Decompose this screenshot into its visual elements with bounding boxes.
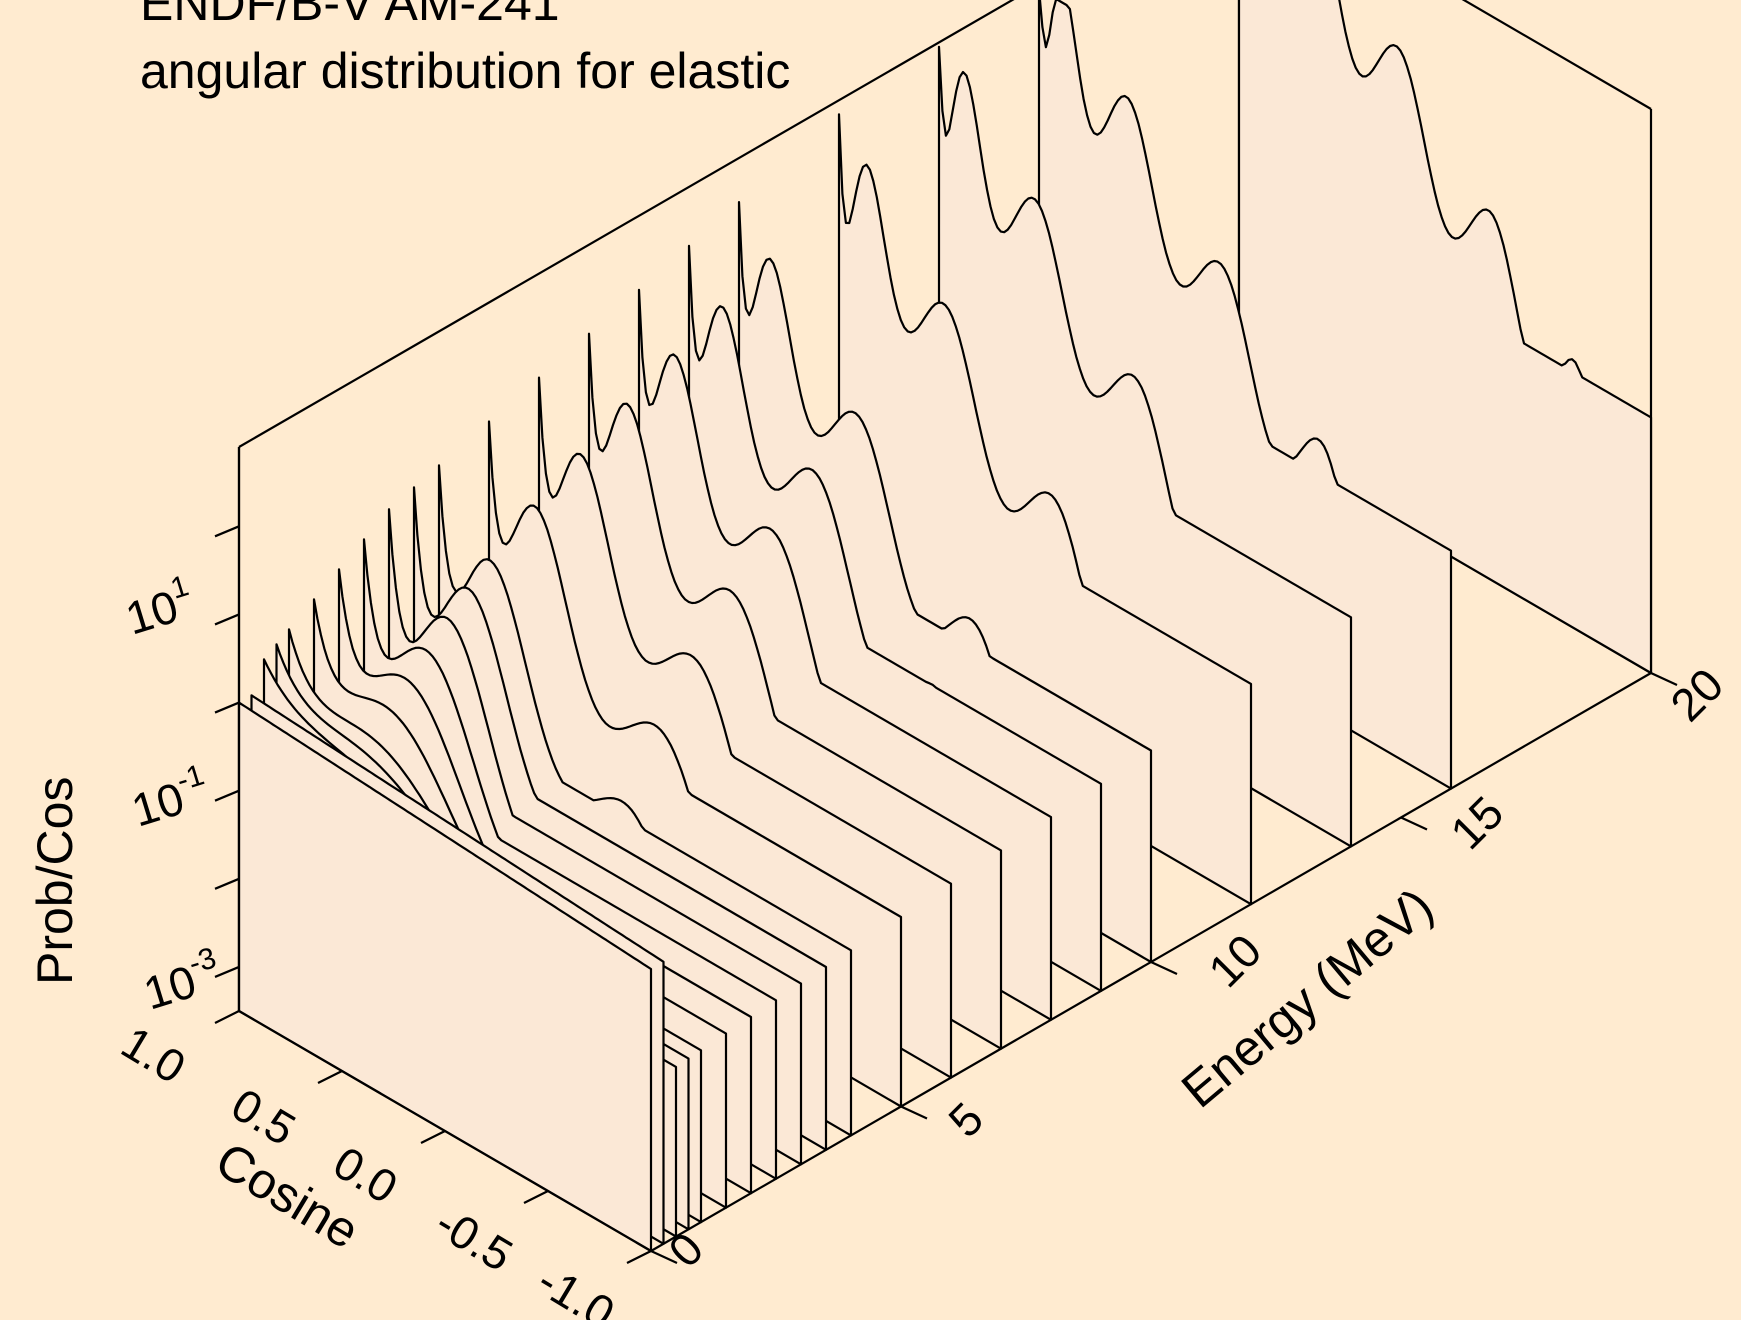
chart-title-line-2: angular distribution for elastic [140,43,790,99]
y-tick-mark [1400,816,1428,831]
y-axis-title: Energy (MeV) [1171,877,1443,1118]
x-tick-mark [317,1070,343,1084]
z-tick-label-2: 10-1 [124,758,215,836]
z-axis-title: Prob/Cos [27,777,83,985]
plot-frame-front [214,447,1678,1264]
x-tick-mark [214,1010,240,1024]
z-tick-mark [214,877,240,890]
x-tick-label-4: -0.5 [427,1196,522,1281]
x-tick-label-1: 1.0 [113,1016,195,1094]
z-tick-mark [214,525,240,538]
energy-curve [237,701,653,1253]
y-tick-mark [1650,672,1678,686]
z-tick-label-3: 101 [118,569,200,644]
x-tick-label-5: -1.0 [529,1254,624,1320]
z-tick-mark [214,701,240,714]
x-tick-mark [523,1190,549,1204]
y-tick-mark [900,1105,928,1120]
z-tick-mark [214,965,240,978]
frame-edge [1461,0,1652,110]
z-axis: 10-3 10-1 101 [118,569,227,1019]
y-tick-label-5: 20 [1660,658,1733,731]
y-tick-label-4: 15 [1440,786,1513,859]
distribution-curves [237,0,1653,1253]
z-tick-label-1: 10-3 [136,941,227,1019]
x-tick-mark [420,1130,446,1144]
y-tick-mark [1150,961,1178,975]
y-tick-label-3: 10 [1198,924,1271,997]
energy-curve [1237,0,1653,675]
x-tick-mark [626,1250,652,1264]
y-tick-label-2: 5 [938,1092,993,1147]
chart-title-line-1: ENDF/B-V AM-241 [140,0,560,31]
y-tick-mark [650,1250,678,1264]
frame-edge [238,0,1015,448]
z-tick-mark [214,613,240,626]
z-tick-mark [214,789,240,802]
